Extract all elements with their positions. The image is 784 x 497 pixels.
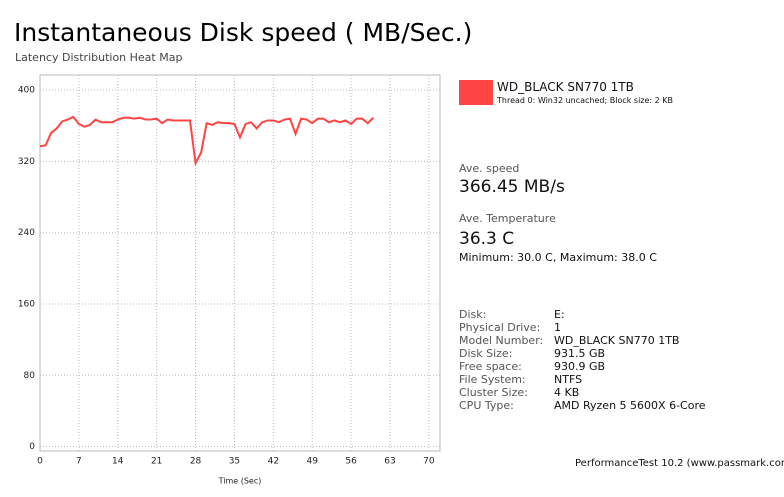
subtitle: Latency Distribution Heat Map [15, 51, 183, 64]
speed-value: 366.45 MB/s [459, 177, 565, 197]
info-label: Model Number: [459, 334, 544, 347]
temp-label: Ave. Temperature [459, 212, 556, 225]
x-tick-label: 42 [268, 457, 279, 467]
info-label: Disk Size: [459, 347, 513, 360]
info-value: 930.9 GB [554, 360, 606, 373]
info-value: 1 [554, 321, 561, 334]
y-tick-label: 240 [18, 228, 35, 238]
info-value: 4 KB [554, 386, 580, 399]
x-axis-label: Time (Sec) [218, 477, 262, 486]
info-value: NTFS [554, 373, 583, 386]
info-label: Cluster Size: [459, 386, 528, 399]
x-tick-label: 56 [345, 457, 357, 467]
y-tick-label: 160 [18, 299, 35, 309]
info-label: Free space: [459, 360, 522, 373]
speed-label: Ave. speed [459, 162, 520, 175]
x-tick-label: 63 [384, 457, 395, 467]
temp-value: 36.3 C [459, 229, 515, 249]
legend-swatch [459, 80, 493, 105]
x-tick-label: 14 [112, 457, 124, 467]
info-label: File System: [459, 373, 526, 386]
y-tick-label: 80 [24, 371, 36, 381]
footer: PerformanceTest 10.2 (www.passmark.com) [575, 458, 784, 469]
plot-area [39, 74, 441, 452]
info-label: Disk: [459, 308, 487, 321]
x-tick-label: 35 [229, 457, 240, 467]
info-label: Physical Drive: [459, 321, 541, 334]
info-value: AMD Ryzen 5 5600X 6-Core [554, 399, 706, 412]
x-tick-label: 28 [190, 457, 202, 467]
y-tick-label: 320 [18, 157, 35, 167]
x-tick-label: 0 [37, 457, 43, 467]
x-tick-label: 49 [306, 457, 318, 467]
info-value: 931.5 GB [554, 347, 606, 360]
y-tick-label: 400 [18, 86, 35, 96]
y-tick-label: 0 [29, 442, 35, 452]
x-tick-label: 21 [151, 457, 162, 467]
info-label: CPU Type: [459, 399, 514, 412]
data-line [39, 115, 375, 167]
info-value: WD_BLACK SN770 1TB [554, 334, 680, 347]
info-value: E: [554, 308, 565, 321]
legend-label: WD_BLACK SN770 1TB [497, 80, 634, 94]
legend-detail: Thread 0: Win32 uncached; Block size: 2 … [497, 96, 674, 105]
x-tick-label: 7 [76, 457, 82, 467]
x-tick-label: 70 [423, 457, 435, 467]
temp-range: Minimum: 30.0 C, Maximum: 38.0 C [459, 251, 657, 264]
title: Instantaneous Disk speed ( MB/Sec.) [14, 18, 473, 47]
